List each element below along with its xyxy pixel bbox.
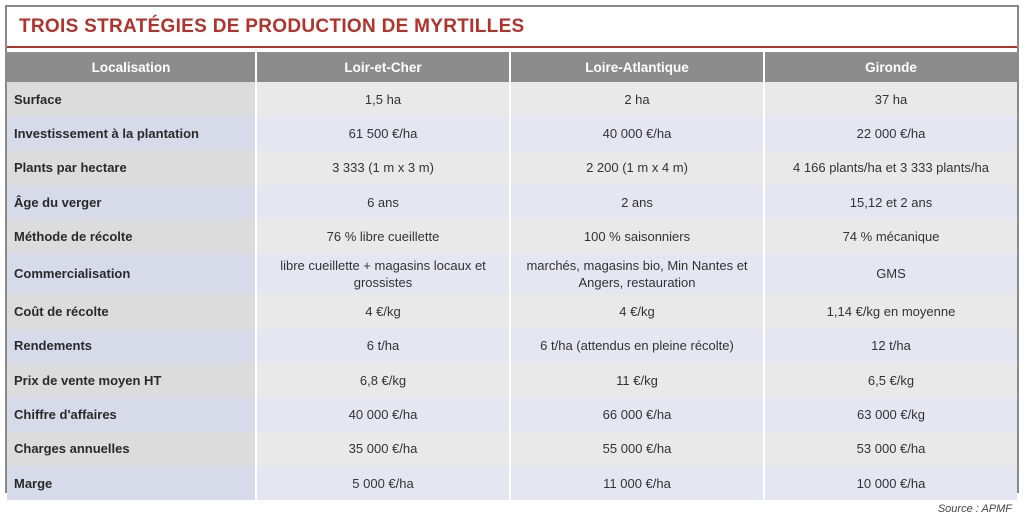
row-label: Âge du verger xyxy=(7,184,257,220)
table-cell: 22 000 €/ha xyxy=(764,116,1017,151)
table-cell: 2 ha xyxy=(510,82,765,117)
row-label: Coût de récolte xyxy=(7,294,257,329)
table-cell: libre cueillette + magasins locaux et gr… xyxy=(256,253,511,295)
table-cell: 6,5 €/kg xyxy=(764,363,1017,398)
table-row: Surface 1,5 ha 2 ha 37 ha xyxy=(7,82,1017,117)
table-cell: 4 €/kg xyxy=(510,294,765,329)
row-label: Méthode de récolte xyxy=(7,219,257,254)
table-row: Prix de vente moyen HT 6,8 €/kg 11 €/kg 6,5… xyxy=(7,363,1017,398)
row-label: Marge xyxy=(7,465,257,501)
table-cell: 4 166 plants/ha et 3 333 plants/ha xyxy=(764,150,1017,185)
table-cell: 4 €/kg xyxy=(256,294,511,329)
header-row: Localisation Loir-et-Cher Loire-Atlantiq… xyxy=(7,52,1017,82)
table-row: Charges annuelles 35 000 €/ha 55 000 €/ha 5… xyxy=(7,431,1017,466)
table-cell: 12 t/ha xyxy=(764,328,1017,364)
table-cell: 40 000 €/ha xyxy=(510,116,765,151)
table-cell: 5 000 €/ha xyxy=(256,465,511,501)
table-row: Chiffre d'affaires 40 000 €/ha 66 000 €/ha… xyxy=(7,397,1017,432)
table-cell: GMS xyxy=(764,253,1017,295)
table-row: Âge du verger 6 ans 2 ans 15,12 et 2 ans xyxy=(7,184,1017,220)
table-cell: 35 000 €/ha xyxy=(256,431,511,466)
table-cell: 66 000 €/ha xyxy=(510,397,765,432)
table-row: Rendements 6 t/ha 6 t/ha (attendus en plei… xyxy=(7,328,1017,364)
table-row: Marge 5 000 €/ha 11 000 €/ha 10 000 €/ha xyxy=(7,465,1017,501)
table-cell: 6,8 €/kg xyxy=(256,363,511,398)
header-gironde: Gironde xyxy=(764,52,1017,82)
row-label: Charges annuelles xyxy=(7,431,257,466)
table-cell: 15,12 et 2 ans xyxy=(764,184,1017,220)
table-cell: 6 ans xyxy=(256,184,511,220)
row-label: Plants par hectare xyxy=(7,150,257,185)
header-loir-et-cher: Loir-et-Cher xyxy=(256,52,511,82)
table-frame: TROIS STRATÉGIES DE PRODUCTION DE MYRTIL… xyxy=(5,5,1019,501)
row-label: Surface xyxy=(7,82,257,117)
table-cell: 11 000 €/ha xyxy=(510,465,765,501)
table-cell: 6 t/ha (attendus en pleine récolte) xyxy=(510,328,765,364)
table-row: Plants par hectare 3 333 (1 m x 3 m) 2 200… xyxy=(7,150,1017,185)
table-cell: 74 % mécanique xyxy=(764,219,1017,254)
table-cell: 53 000 €/ha xyxy=(764,431,1017,466)
header-loire-atlantique: Loire-Atlantique xyxy=(510,52,765,82)
table-body: Surface 1,5 ha 2 ha 37 ha Investissement à l… xyxy=(7,82,1017,501)
table-cell: 10 000 €/ha xyxy=(764,465,1017,501)
row-label: Prix de vente moyen HT xyxy=(7,363,257,398)
table-cell: 2 200 (1 m x 4 m) xyxy=(510,150,765,185)
table-row: Coût de récolte 4 €/kg 4 €/kg 1,14 €/kg en … xyxy=(7,294,1017,329)
table-cell: 76 % libre cueillette xyxy=(256,219,511,254)
comparison-table: Localisation Loir-et-Cher Loire-Atlantiq… xyxy=(7,52,1017,501)
table-cell: 37 ha xyxy=(764,82,1017,117)
table-cell: 100 % saisonniers xyxy=(510,219,765,254)
table-row: Commercialisation libre cueillette + maga… xyxy=(7,253,1017,295)
table-cell: 1,14 €/kg en moyenne xyxy=(764,294,1017,329)
row-label: Commercialisation xyxy=(7,253,257,295)
table-cell: 55 000 €/ha xyxy=(510,431,765,466)
table-row: Méthode de récolte 76 % libre cueillette 1… xyxy=(7,219,1017,254)
table-row: Investissement à la plantation 61 500 €/h… xyxy=(7,116,1017,151)
table-cell: 40 000 €/ha xyxy=(256,397,511,432)
row-label: Rendements xyxy=(7,328,257,364)
table-cell: 1,5 ha xyxy=(256,82,511,117)
table-cell: marchés, magasins bio, Min Nantes et Ang… xyxy=(510,253,765,295)
header-localisation: Localisation xyxy=(7,52,257,82)
row-label: Investissement à la plantation xyxy=(7,116,257,151)
table-cell: 2 ans xyxy=(510,184,765,220)
table-cell: 6 t/ha xyxy=(256,328,511,364)
row-label: Chiffre d'affaires xyxy=(7,397,257,432)
table-cell: 11 €/kg xyxy=(510,363,765,398)
table-cell: 61 500 €/ha xyxy=(256,116,511,151)
title-divider xyxy=(7,46,1017,48)
table-title: TROIS STRATÉGIES DE PRODUCTION DE MYRTIL… xyxy=(19,16,525,37)
table-cell: 63 000 €/kg xyxy=(764,397,1017,432)
source-note: Source : APMF xyxy=(937,503,1012,515)
table-cell: 3 333 (1 m x 3 m) xyxy=(256,150,511,185)
